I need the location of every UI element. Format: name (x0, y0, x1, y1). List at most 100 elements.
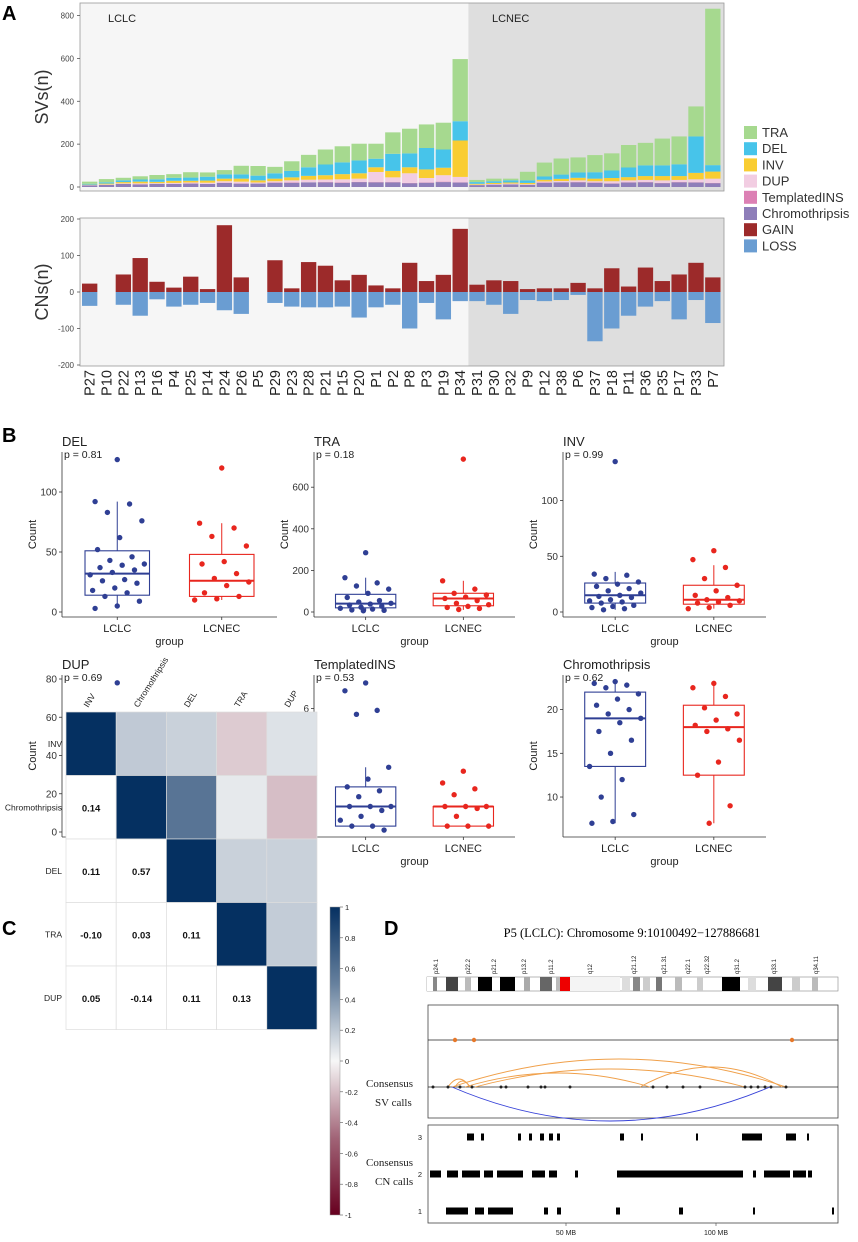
data-point (126, 501, 133, 507)
plot-border (79, 2, 725, 192)
y-tick-label: 200 (61, 140, 75, 149)
bar-loss-p7 (705, 292, 721, 324)
data-point (596, 728, 602, 735)
x-tick-label: LCNEC (695, 623, 732, 635)
bar-inv-p1 (368, 167, 384, 172)
bar-chromothripsis-p28 (300, 182, 317, 187)
bar-dup-p5 (250, 182, 266, 184)
x-tick-label: P19 (436, 370, 452, 396)
data-point (603, 575, 609, 582)
bar-inv-p2 (385, 170, 401, 178)
data-point (685, 605, 691, 612)
cn-segment-level-3 (540, 1133, 544, 1141)
ideogram-band (570, 977, 620, 991)
bar-loss-p18 (604, 292, 620, 329)
heatmap-cell (166, 839, 217, 903)
bar-tra-p28 (300, 154, 317, 168)
x-tick-label: P20 (352, 370, 368, 396)
data-point (711, 680, 717, 687)
band-label: q34.11 (814, 955, 820, 974)
bar-del-p15 (334, 162, 350, 175)
bar-tra-p12 (536, 162, 553, 177)
bar-loss-p34 (452, 292, 468, 302)
cn-segment-level-2 (462, 1170, 480, 1178)
bar-inv-p23 (284, 177, 300, 181)
bar-dup-p19 (435, 175, 452, 182)
data-point (692, 592, 698, 598)
bar-gain-p18 (604, 268, 620, 292)
bar-gain-p17 (671, 274, 687, 292)
y-tick-label: 15 (547, 749, 559, 760)
data-point (453, 600, 460, 606)
data-point (114, 603, 120, 609)
bar-gain-p22 (115, 274, 132, 292)
bar-chromothripsis-p4 (166, 184, 182, 187)
p-value-label: p = 0.69 (64, 672, 102, 684)
data-point (439, 780, 446, 786)
bar-chromothripsis-p6 (570, 182, 586, 187)
bar-chromothripsis-p17 (671, 182, 687, 187)
band-label: q21.12 (632, 955, 638, 974)
bar-tra-p5 (250, 166, 266, 176)
legend-swatch-gain (744, 223, 757, 237)
heatmap-cell-empty (116, 966, 167, 1030)
bar-inv-p17 (671, 176, 687, 180)
data-point (701, 705, 708, 711)
correlation-value: 0.57 (132, 867, 151, 878)
x-tick-label: P1 (369, 370, 385, 388)
bar-del-p23 (284, 170, 300, 178)
cn-segment-level-2 (447, 1170, 458, 1178)
sv-point (789, 1037, 795, 1043)
row-label: DEL (45, 866, 62, 876)
data-point (589, 604, 595, 611)
legend-swatch-dup (744, 174, 757, 188)
bar-tra-p21 (317, 149, 334, 165)
band-label: q12 (588, 963, 594, 974)
x-tick-label: P34 (453, 370, 469, 396)
heatmap-cell (166, 775, 217, 839)
x-tick-label: P5 (251, 370, 267, 388)
box-lcnec (682, 704, 745, 776)
heatmap-cell-empty (166, 966, 217, 1030)
bar-loss-p9 (519, 292, 536, 301)
data-point (619, 776, 625, 783)
bar-tra-p1 (368, 143, 384, 159)
ideogram-band (792, 977, 800, 991)
bar-loss-p25 (183, 292, 199, 305)
y-tick-label: 600 (292, 483, 309, 494)
bar-chromothripsis-p30 (486, 184, 502, 187)
bar-tra-p34 (452, 59, 468, 122)
data-point (465, 603, 471, 610)
bar-dup-p36 (637, 179, 654, 183)
bar-chromothripsis-p20 (351, 182, 367, 187)
bar-loss-p32 (503, 292, 519, 314)
bar-del-p19 (435, 149, 452, 168)
data-point (337, 605, 344, 611)
data-point (713, 588, 719, 594)
bar-del-p30 (486, 181, 502, 183)
bar-inv-p32 (503, 182, 519, 184)
colorbar-tick-label: -0.8 (345, 1180, 358, 1189)
bar-gain-p33 (688, 262, 704, 292)
data-point (362, 680, 369, 686)
data-point (344, 594, 350, 601)
bar-chromothripsis-p29 (267, 182, 283, 187)
cell-border (266, 965, 318, 1030)
cn-segment-level-1 (475, 1207, 484, 1215)
bar-dup-p3 (418, 178, 435, 183)
bar-chromothripsis-p11 (620, 182, 637, 187)
data-point (97, 564, 103, 571)
sv-breakpoint (504, 1085, 508, 1089)
bar-loss-p17 (671, 292, 687, 320)
bar-gain-p8 (402, 262, 418, 292)
bar-gain-p21 (317, 265, 334, 292)
bar-tra-p2 (385, 132, 401, 154)
data-point (109, 569, 116, 576)
bar-dup-p4 (166, 182, 182, 184)
data-point (199, 561, 205, 567)
data-point (472, 786, 478, 792)
data-point (223, 582, 230, 589)
bar-chromothripsis-p19 (435, 182, 452, 187)
bar-loss-p23 (284, 292, 300, 307)
bar-chromothripsis-p10 (98, 184, 115, 187)
